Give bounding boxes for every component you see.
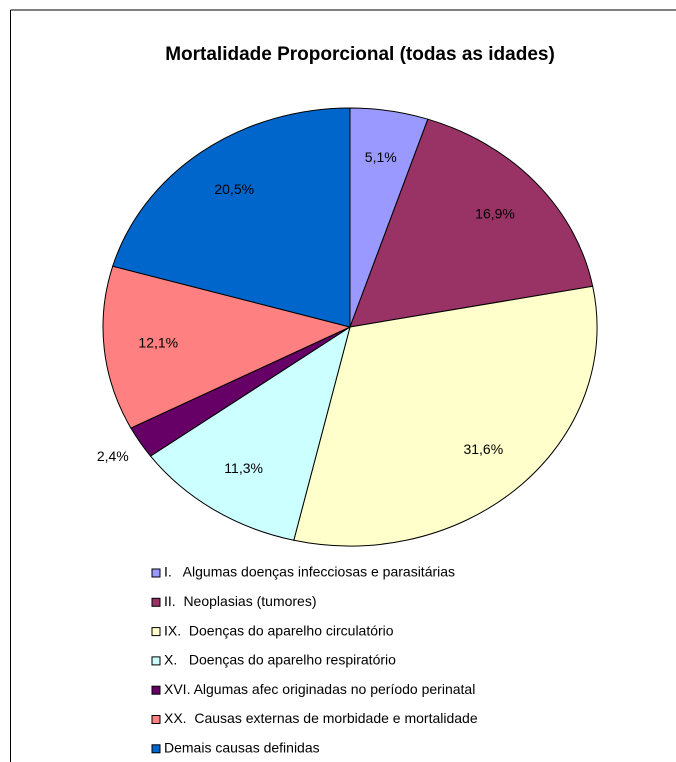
legend-label: XX. Causas externas de morbidade e morta… xyxy=(164,710,478,726)
legend-swatch xyxy=(151,597,161,607)
legend-label: Demais causas definidas xyxy=(164,740,320,756)
data-label: 20,5% xyxy=(214,181,254,197)
legend-swatch xyxy=(151,656,161,666)
pie-slice xyxy=(349,118,594,328)
data-label: 2,4% xyxy=(97,448,129,464)
pie-slice xyxy=(102,265,352,429)
data-label: 16,9% xyxy=(475,205,515,221)
pie-slice xyxy=(293,285,598,547)
chart-title: Mortalidade Proporcional (todas as idade… xyxy=(165,44,555,65)
legend-swatch xyxy=(151,685,161,695)
legend-label: IX. Doenças do aparelho circulatório xyxy=(164,622,394,638)
legend-label: X. Doenças do aparelho respiratório xyxy=(164,652,396,668)
legend-label: XVI. Algumas afec originadas no período … xyxy=(164,681,475,697)
legend-swatch xyxy=(151,568,161,578)
pie-slice xyxy=(112,107,351,328)
legend-label: I. Algumas doenças infecciosas e parasit… xyxy=(164,564,455,580)
data-label: 5,1% xyxy=(365,149,397,165)
legend-swatch xyxy=(151,715,161,724)
data-label: 12,1% xyxy=(138,335,178,351)
pie-slice xyxy=(149,325,351,541)
legend-swatch xyxy=(151,627,161,637)
legend-swatch xyxy=(151,744,161,754)
data-label: 31,6% xyxy=(463,441,503,457)
data-label: 11,3% xyxy=(224,460,263,476)
legend-label: II. Neoplasias (tumores) xyxy=(164,593,317,609)
